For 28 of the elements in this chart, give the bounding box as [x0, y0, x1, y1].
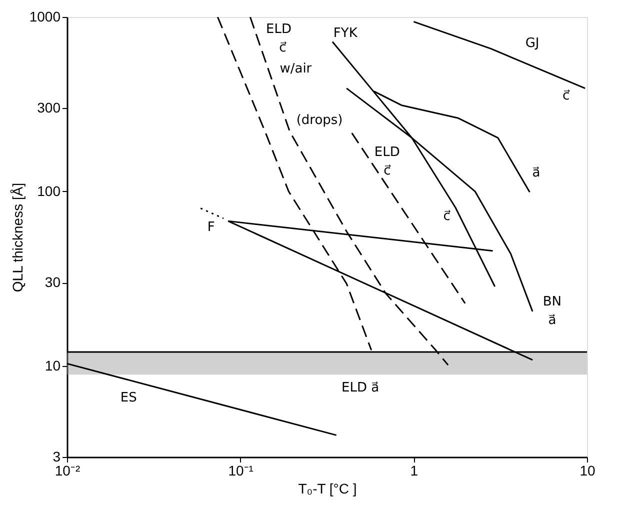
- y-axis-title: QLL thickness [Å]: [9, 182, 26, 292]
- y-tick-label: 10: [44, 357, 61, 374]
- annotation: ELD: [374, 144, 400, 160]
- y-tick-label: 30: [44, 274, 61, 290]
- x-tick-label: 10⁻²: [54, 462, 80, 478]
- annotation: a⃗: [548, 313, 556, 328]
- annotation: (drops): [296, 113, 343, 128]
- annotation: GJ: [525, 36, 540, 51]
- annotation: ELD a⃗: [342, 380, 380, 396]
- x-tick-label: 10⁻¹: [228, 462, 254, 478]
- annotation: c⃗: [562, 88, 570, 104]
- y-tick-label: 1000: [29, 8, 61, 24]
- annotation: w/air: [280, 62, 312, 77]
- annotation: c⃗: [279, 40, 287, 56]
- annotation: a⃗: [532, 166, 540, 181]
- y-tick-label: 100: [37, 182, 61, 199]
- x-axis-title: T₀-T [°C ]: [298, 480, 357, 496]
- annotation: c⃗: [443, 209, 451, 224]
- annotation: FYK: [333, 26, 358, 41]
- x-tick-label: 10: [580, 462, 596, 478]
- y-tick-label: 3: [52, 448, 61, 464]
- annotation: c⃗: [384, 164, 392, 179]
- y-tick-label: 300: [37, 100, 61, 116]
- annotation: BN: [542, 294, 562, 310]
- annotation: ES: [120, 390, 137, 406]
- annotation: ELD: [266, 22, 292, 37]
- x-tick-label: 1: [410, 462, 418, 478]
- annotation: F: [207, 220, 215, 236]
